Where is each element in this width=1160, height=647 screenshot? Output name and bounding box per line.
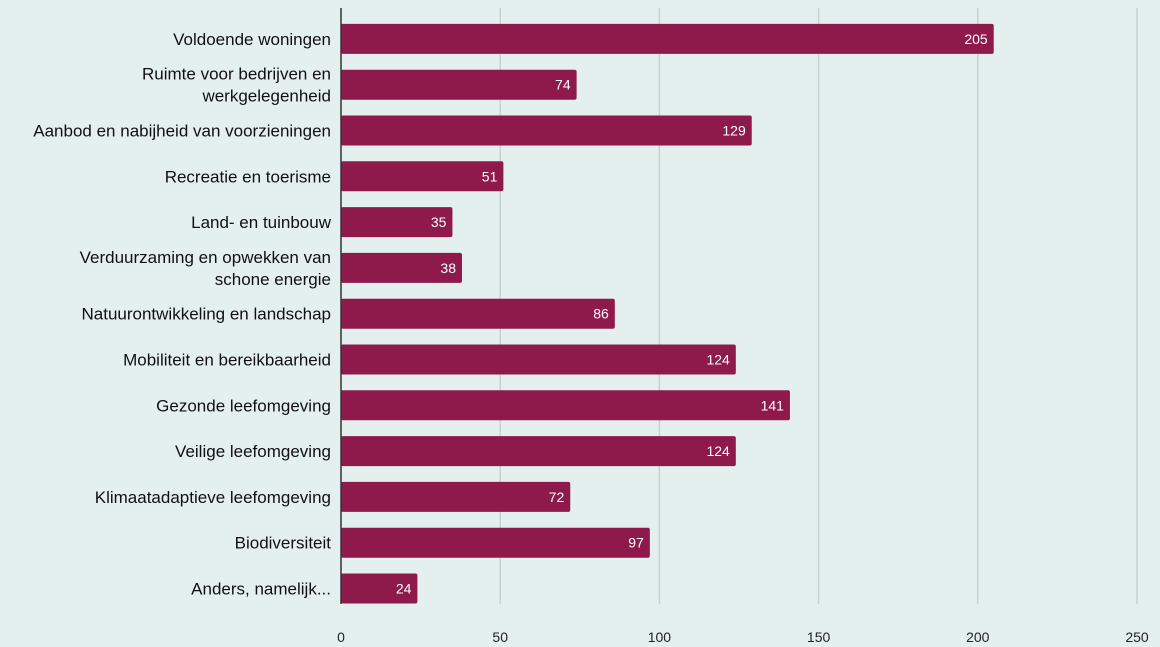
x-tick-label: 50 bbox=[492, 629, 508, 645]
category-label: Verduurzaming en opwekken van bbox=[80, 248, 331, 267]
bar bbox=[341, 573, 418, 604]
category-label: Aanbod en nabijheid van voorzieningen bbox=[33, 122, 331, 141]
bar-value-label: 97 bbox=[628, 535, 644, 551]
category-label: werkgelegenheid bbox=[201, 87, 331, 106]
bar-value-label: 86 bbox=[593, 306, 609, 322]
bar-value-label: 124 bbox=[706, 352, 730, 368]
x-tick-label: 100 bbox=[648, 629, 672, 645]
bar bbox=[341, 69, 577, 100]
x-tick-label: 0 bbox=[337, 629, 345, 645]
bar bbox=[341, 436, 736, 467]
bar bbox=[341, 298, 615, 329]
bars: 205 74 129 51 35 38 86 124 141 124 72 97 24 bbox=[341, 23, 994, 604]
x-axis-ticks: 0 50 100 150 200 250 bbox=[337, 629, 1149, 645]
bar-value-label: 51 bbox=[482, 168, 498, 184]
bar bbox=[341, 161, 504, 192]
bar bbox=[341, 527, 650, 558]
category-label: Land- en tuinbouw bbox=[191, 213, 332, 232]
bar-value-label: 129 bbox=[722, 123, 746, 139]
category-label: Voldoende woningen bbox=[173, 30, 331, 49]
x-tick-label: 150 bbox=[807, 629, 831, 645]
bar-value-label: 74 bbox=[555, 77, 571, 93]
bar bbox=[341, 344, 736, 375]
category-label: schone energie bbox=[215, 270, 331, 289]
bar bbox=[341, 207, 453, 238]
bar bbox=[341, 481, 571, 512]
category-label: Biodiversiteit bbox=[235, 534, 332, 553]
category-labels: Voldoende woningen Ruimte voor bedrijven … bbox=[33, 30, 331, 599]
bar-value-label: 141 bbox=[761, 397, 785, 413]
bar bbox=[341, 115, 752, 146]
category-label: Ruimte voor bedrijven en bbox=[142, 65, 331, 84]
category-label: Anders, namelijk... bbox=[191, 580, 331, 599]
category-label: Veilige leefomgeving bbox=[175, 442, 331, 461]
category-label: Klimaatadaptieve leefomgeving bbox=[95, 488, 331, 507]
bar-value-label: 24 bbox=[396, 581, 412, 597]
bar-value-label: 38 bbox=[440, 260, 456, 276]
category-label: Natuurontwikkeling en landschap bbox=[82, 305, 332, 324]
bar bbox=[341, 252, 462, 283]
x-tick-label: 200 bbox=[966, 629, 990, 645]
category-label: Recreatie en toerisme bbox=[165, 167, 331, 186]
bar-value-label: 205 bbox=[964, 31, 988, 47]
bar bbox=[341, 23, 994, 54]
bar-value-label: 72 bbox=[549, 489, 565, 505]
bar bbox=[341, 390, 790, 421]
x-tick-label: 250 bbox=[1125, 629, 1149, 645]
bar-value-label: 124 bbox=[706, 443, 730, 459]
category-label: Mobiliteit en bereikbaarheid bbox=[123, 351, 331, 370]
bar-value-label: 35 bbox=[431, 214, 447, 230]
category-label: Gezonde leefomgeving bbox=[156, 396, 331, 415]
